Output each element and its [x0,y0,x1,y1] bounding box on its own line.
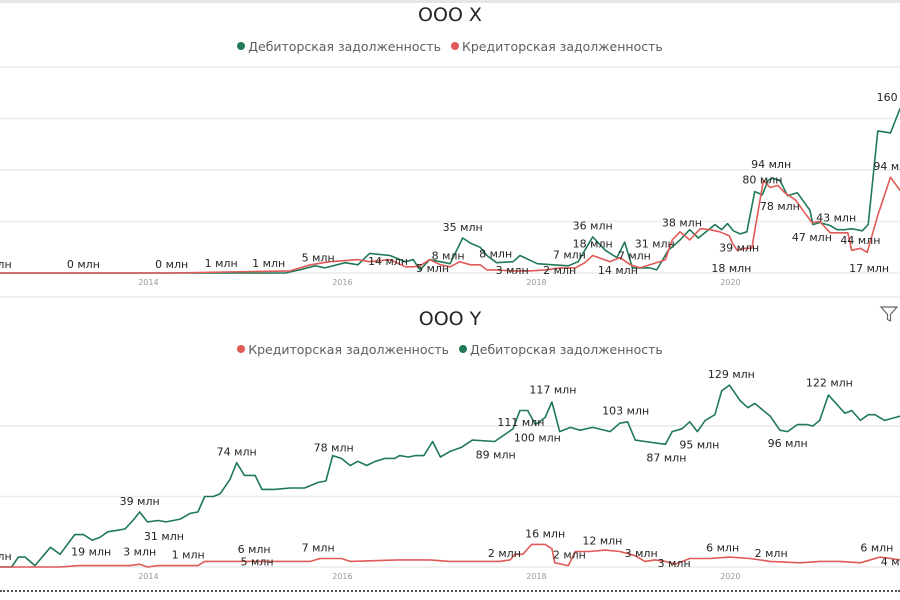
data-label: 1 млн [205,257,238,270]
chart2-title: ООО Y [418,308,482,330]
legend-dot-icon [451,42,459,50]
data-label: 36 млн [573,220,613,233]
data-label: 111 млн [497,416,544,429]
data-label: 2 млн [755,547,788,560]
x-tick-label: 2014 [138,278,158,287]
data-label: 95 млн [679,439,719,452]
legend-label: Дебиторская задолженность [469,341,663,357]
data-label: 47 млн [792,231,832,244]
data-label: 80 млн [742,173,782,186]
data-label: 8 млн [432,250,465,263]
data-label: 5 млн [241,556,274,569]
x-tick-label: 2016 [332,572,352,581]
data-label: 100 млн [514,432,561,445]
data-label: 39 млн [719,241,759,254]
data-label: 35 млн [443,221,483,234]
data-label: 12 млн [582,534,622,547]
data-label: 5 млн [416,262,449,275]
data-label: 6 млн [706,541,739,554]
x-tick-label: 2020 [720,572,740,581]
data-label: 39 млн [120,495,160,508]
data-label: 96 млн [768,437,808,450]
x-tick-label: 2018 [526,572,546,581]
data-label: 3 млн [625,547,658,560]
data-label: 8 млн [479,248,512,261]
legend-dot-icon [458,345,467,353]
data-label: 18 млн [711,262,751,275]
data-label: 87 млн [646,451,686,464]
data-label: 44 млн [840,234,880,247]
dotted-border [0,590,900,592]
data-label: 17 млн [849,262,889,275]
data-label: 14 млн [368,255,408,268]
data-label: 78 млн [314,441,354,454]
legend-label: Дебиторская задолженность [248,38,442,54]
data-label: 89 млн [476,448,516,461]
data-label: 1 млн [172,549,205,562]
data-label: 3 млн [496,264,529,277]
legend-dot-icon [237,345,246,353]
chart2-plot[interactable]: 2014 2016 2018 2020 0 млн 19 млн 3 млн 39 млн 31… [0,300,900,600]
data-label: 0 млн [0,258,12,271]
data-label: 38 млн [662,217,702,230]
data-label: 94 млн [873,160,900,173]
data-label: 5 млн [302,252,335,265]
data-label: 2 млн [553,549,586,562]
data-label: 7 млн [302,541,335,554]
x-tick-label: 2018 [526,278,546,287]
legend-label: Кредиторская задолженность [462,38,663,54]
chart1-plot[interactable]: 2014 2016 2018 2020 0 млн 0 млн 0 млн 1 млн 1 мл… [0,0,900,300]
data-label: 78 млн [760,200,800,213]
data-label: 122 млн [806,377,853,390]
data-label: 0 млн [155,258,188,271]
series-line-payable[interactable] [0,176,900,274]
series-line-receivable[interactable] [0,384,900,568]
data-label: 2 млн [543,264,576,277]
data-label: 7 млн [553,249,586,262]
data-label: 0 млн [0,550,12,563]
legend-dot-icon [237,42,246,50]
x-tick-label: 2016 [332,278,352,287]
data-label: 6 млн [238,543,271,556]
x-tick-label: 2020 [720,278,740,287]
data-label: 4 млн [881,556,900,569]
data-label: 1 млн [252,257,285,270]
chart2-legend: Кредиторская задолженность Дебиторская з… [0,341,900,357]
data-label: 31 млн [635,237,675,250]
series-line-payable[interactable] [0,543,900,568]
data-label: 6 млн [860,541,893,554]
data-label: 129 млн [708,368,755,381]
data-label: 18 млн [573,237,613,250]
data-label: 3 млн [658,557,691,570]
top-border [0,0,900,3]
data-label: 0 млн [67,258,100,271]
filter-icon[interactable] [879,304,899,324]
chart1-legend: Дебиторская задолженность Кредиторская з… [0,38,900,54]
data-label: 2 млн [488,547,521,560]
legend-label: Кредиторская задолженность [248,341,449,357]
chart-separator [0,296,900,298]
series-line-receivable[interactable] [0,107,900,274]
data-label: 14 млн [598,264,638,277]
data-label: 7 млн [618,250,651,263]
chart1-title: ООО X [418,4,482,26]
legend-item[interactable]: Дебиторская задолженность [237,39,441,54]
data-label: 117 млн [529,384,576,397]
legend-item[interactable]: Дебиторская задолженность [458,341,663,357]
data-label: 74 млн [217,446,257,459]
legend-item[interactable]: Кредиторская задолженность [237,342,449,357]
data-label: 16 млн [525,527,565,540]
data-label: 19 млн [71,546,111,559]
data-label: 31 млн [144,530,184,543]
legend-item[interactable]: Кредиторская задолженность [451,39,663,54]
data-label: 3 млн [123,546,156,559]
data-label: 43 млн [816,212,856,225]
data-label: 103 млн [602,405,649,418]
x-tick-label: 2014 [138,572,158,581]
data-label: 160 млн [877,91,900,104]
data-label: 94 млн [751,158,791,171]
